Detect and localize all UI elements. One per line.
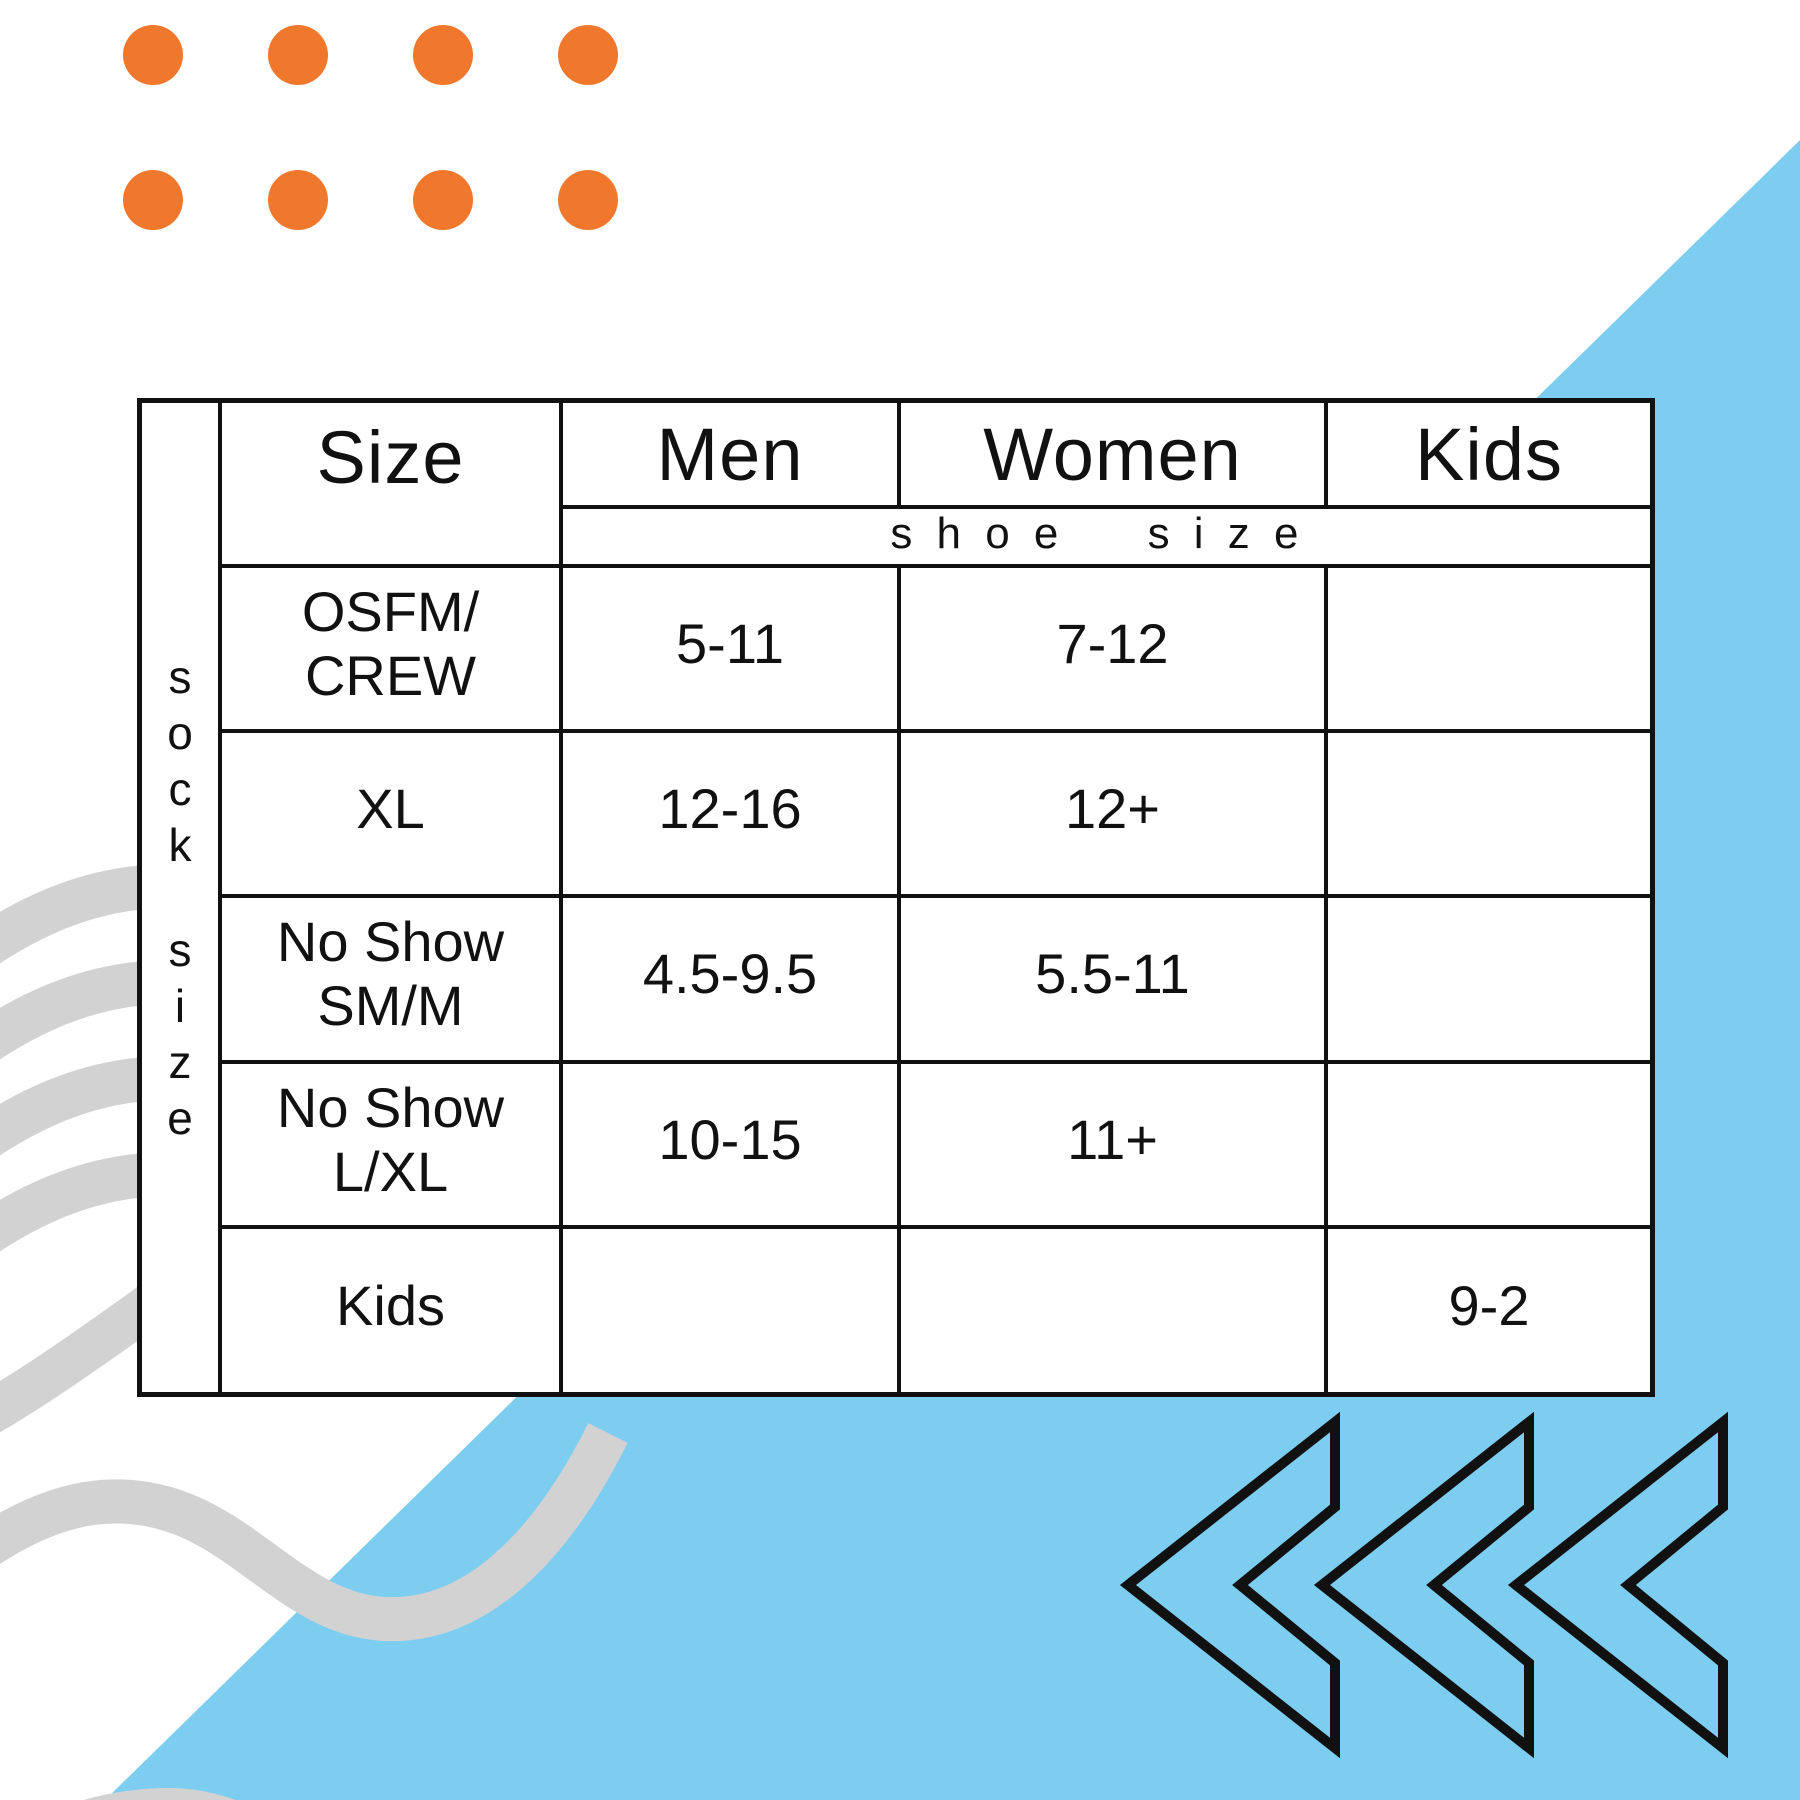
value-osfm-men: 5-11 xyxy=(563,568,897,729)
row-label-osfm-crew: OSFM/ CREW xyxy=(222,568,559,729)
vertical-label-letter: i xyxy=(174,979,186,1032)
row-label-noshow-lxl: No Show L/XL xyxy=(222,1064,559,1225)
value-kids-men xyxy=(563,1229,897,1392)
orange-dot xyxy=(413,25,473,85)
vertical-label-letter: c xyxy=(168,763,192,816)
value-noshow-lxl-women: 11+ xyxy=(901,1064,1324,1225)
chevron-left-icon xyxy=(1507,1411,1728,1759)
header-women: Women xyxy=(901,403,1324,505)
chevron-left-icon xyxy=(1313,1411,1534,1759)
header-kids: Kids xyxy=(1328,403,1650,505)
value-kids-kids: 9-2 xyxy=(1328,1229,1650,1392)
triple-chevron-left-icon xyxy=(1119,1411,1728,1759)
subheader-shoe-size: shoe size xyxy=(563,509,1650,564)
orange-dot xyxy=(268,25,328,85)
header-men: Men xyxy=(563,403,897,505)
vertical-label-letter: k xyxy=(168,819,192,872)
value-xl-men: 12-16 xyxy=(563,733,897,894)
orange-dot xyxy=(558,25,618,85)
value-noshow-smm-men: 4.5-9.5 xyxy=(563,898,897,1060)
vertical-label-letter: s xyxy=(168,923,192,976)
orange-dot xyxy=(413,170,473,230)
row-label-kids: Kids xyxy=(222,1229,559,1392)
value-noshow-smm-kids xyxy=(1328,898,1650,1060)
row-label-xl: XL xyxy=(222,733,559,894)
wave-line xyxy=(0,1287,163,1433)
value-noshow-lxl-kids xyxy=(1328,1064,1650,1225)
value-kids-women xyxy=(901,1229,1324,1392)
value-noshow-lxl-men: 10-15 xyxy=(563,1064,897,1225)
wave-line xyxy=(0,1423,628,1642)
value-noshow-smm-women: 5.5-11 xyxy=(901,898,1324,1060)
dot-grid xyxy=(123,25,618,230)
orange-dot xyxy=(558,170,618,230)
chevron-left-icon xyxy=(1119,1411,1340,1759)
value-osfm-kids xyxy=(1328,568,1650,729)
orange-dot xyxy=(268,170,328,230)
value-osfm-women: 7-12 xyxy=(901,568,1324,729)
vertical-label-letter: s xyxy=(168,651,192,704)
vertical-label-letter: z xyxy=(168,1035,192,1088)
row-label-noshow-smm: No Show SM/M xyxy=(222,898,559,1060)
vertical-label-letter: e xyxy=(167,1091,193,1144)
header-size: Size xyxy=(222,403,559,564)
vertical-label-letter: o xyxy=(167,707,193,760)
orange-dot xyxy=(123,25,183,85)
orange-dot xyxy=(123,170,183,230)
value-xl-kids xyxy=(1328,733,1650,894)
value-xl-women: 12+ xyxy=(901,733,1324,894)
